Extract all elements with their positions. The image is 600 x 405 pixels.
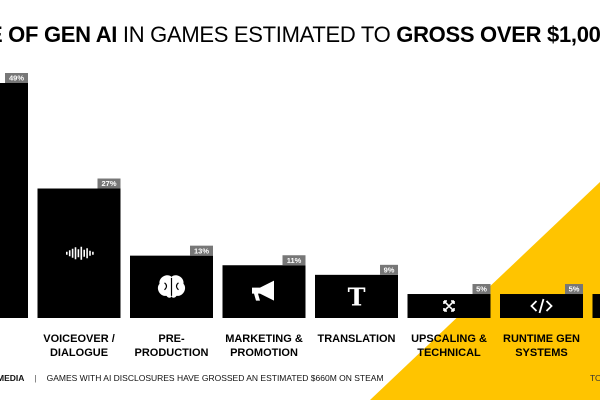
category-label: UPSCALING & [411, 333, 487, 345]
footer-right-text: TO [590, 373, 600, 383]
value-label: 13% [194, 246, 209, 255]
svg-text:T: T [348, 282, 366, 311]
category-label: PRODUCTION [135, 347, 209, 359]
footer-brand: MEDIA [0, 373, 24, 383]
title-part-3: GROSS OVER $1,00 [396, 22, 600, 47]
text-t-icon: T [348, 282, 366, 311]
brain-icon [158, 275, 185, 297]
category-label: VOICEOVER / [43, 333, 115, 345]
footer: MEDIA | GAMES WITH AI DISCLOSURES HAVE GRO… [0, 373, 384, 383]
value-label: 9% [384, 266, 395, 275]
footer-separator: | [34, 373, 36, 383]
value-label: 5% [569, 285, 580, 294]
value-label: 11% [287, 256, 302, 265]
category-label: TECHNICAL [417, 347, 481, 359]
footer-note: GAMES WITH AI DISCLOSURES HAVE GROSSED A… [47, 373, 384, 383]
value-label: 27% [101, 179, 116, 188]
title-part-2: IN GAMES ESTIMATED TO [117, 22, 396, 47]
category-label: SYSTEMS [515, 347, 568, 359]
value-label: 49% [9, 74, 24, 83]
category-label: RUNTIME GEN [503, 333, 580, 345]
category-label: PRE- [158, 333, 185, 345]
category-label: MARKETING & [225, 333, 303, 345]
category-label: DIALOGUE [50, 347, 108, 359]
bar [0, 83, 28, 318]
category-label: TRANSLATION [317, 333, 395, 345]
title-part-1: E OF GEN AI [0, 22, 117, 47]
bar [593, 294, 600, 318]
chart-title: E OF GEN AI IN GAMES ESTIMATED TO GROSS … [0, 22, 600, 48]
value-label: 5% [476, 285, 487, 294]
category-label: PROMOTION [230, 347, 298, 359]
